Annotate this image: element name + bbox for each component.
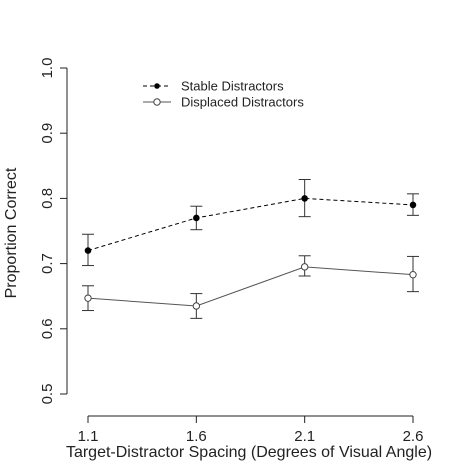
x-tick-label: 2.1 [294, 428, 315, 445]
y-axis-title: Proportion Correct [3, 167, 20, 298]
legend-label: Stable Distractors [181, 79, 284, 94]
legend-marker [154, 83, 160, 89]
data-point [300, 263, 309, 271]
x-tick-label: 1.6 [186, 428, 207, 445]
y-tick-label: 0.8 [39, 188, 56, 209]
legend-item-0: Stable Distractors [143, 79, 284, 94]
y-tick-label: 0.5 [39, 384, 56, 405]
series-line [87, 197, 414, 252]
y-tick-label: 0.7 [39, 253, 56, 274]
data-point [192, 302, 201, 310]
data-point [84, 294, 92, 302]
x-tick-label: 2.6 [403, 428, 424, 445]
data-point [409, 201, 417, 209]
data-point [84, 247, 92, 254]
data-point [301, 195, 308, 202]
series-1 [82, 255, 419, 319]
legend-marker [153, 98, 161, 106]
x-axis-title: Target-Distractor Spacing (Degrees of Vi… [66, 444, 432, 461]
x-tick-label: 1.1 [78, 428, 99, 445]
legend-label: Displaced Distractors [181, 95, 304, 110]
data-point [193, 214, 200, 222]
y-tick-label: 1.0 [39, 58, 56, 79]
axes: 0.5 0.6 0.7 0.8 0.9 1.0 1.1 1.6 2.1 2.6 [39, 58, 423, 445]
legend-item-1: Displaced Distractors [143, 95, 304, 110]
y-tick-label: 0.6 [39, 318, 56, 339]
series-line [87, 266, 414, 307]
y-tick-label: 0.9 [39, 123, 56, 144]
data-point [409, 270, 417, 279]
series-layer [82, 178, 419, 319]
series-0 [82, 178, 419, 267]
